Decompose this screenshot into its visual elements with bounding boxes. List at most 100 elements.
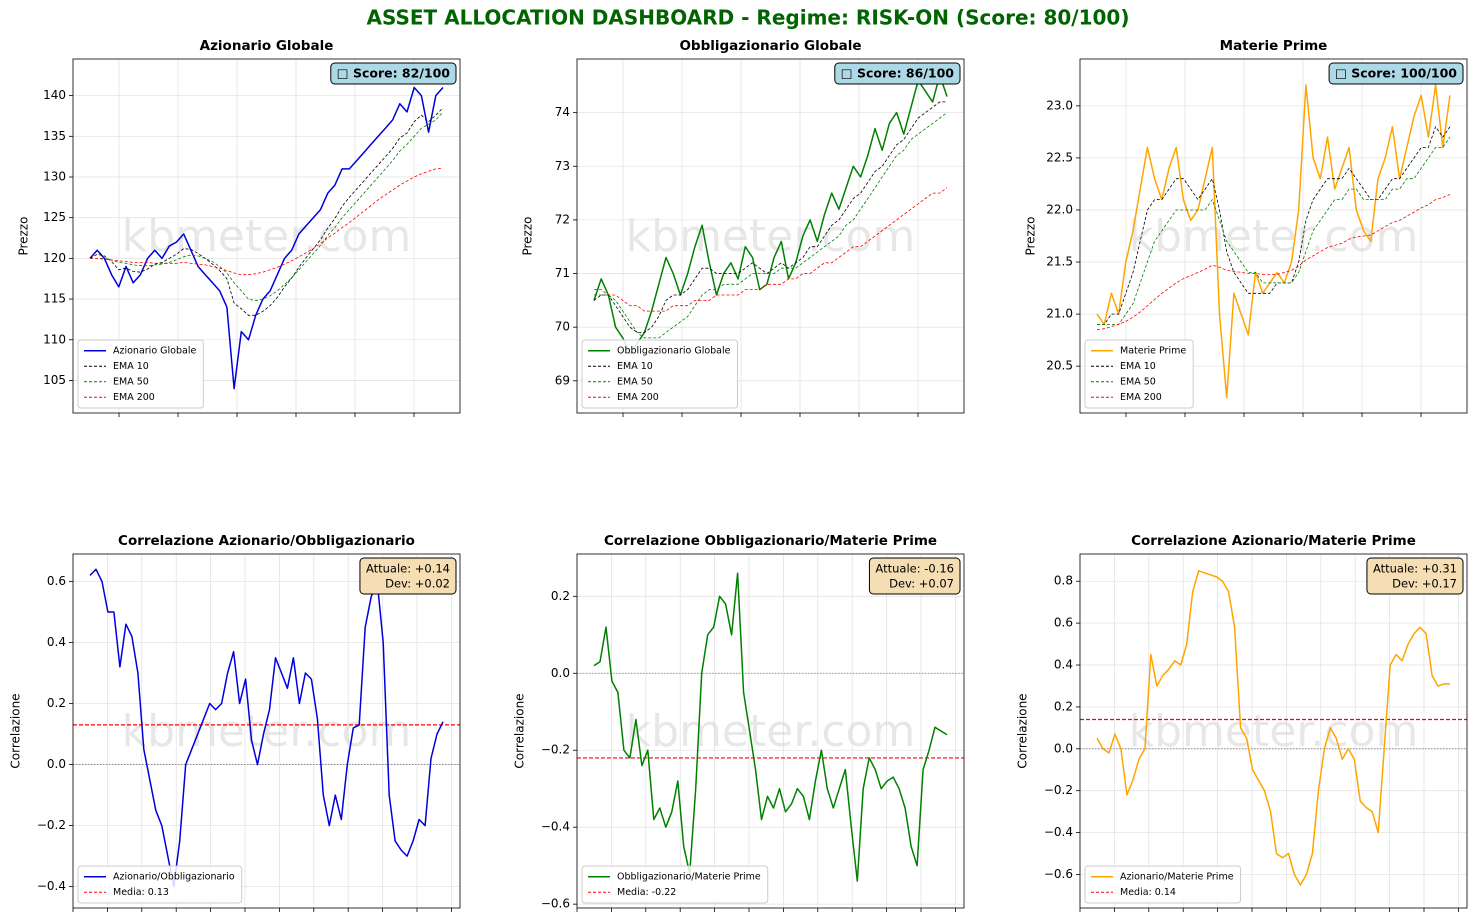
series-line [1096,194,1451,331]
y-tick-label: 115 [43,292,66,306]
chart-title: Azionario Globale [200,38,334,54]
chart-title: Correlazione Azionario/Materie Prime [1131,533,1416,549]
annotation-line: Dev: +0.02 [385,577,450,591]
annotation-box [359,557,457,595]
y-tick-label: 0.8 [1054,574,1073,588]
legend [77,865,243,904]
y-tick-label: 140 [43,88,66,102]
legend [77,339,204,409]
legend-label: EMA 10 [1120,361,1156,372]
score-label: □ Score: 86/100 [841,66,955,81]
annotation-line: Attuale: +0.31 [1373,562,1457,576]
legend-label: EMA 200 [1120,392,1162,403]
series-line [1096,84,1451,399]
series-line [593,74,948,355]
y-tick-label: −0.2 [37,818,66,832]
series-line [90,111,444,302]
y-tick-label: 21.5 [1046,255,1073,269]
plot-border [72,58,461,414]
score-badge: □ Score: 82/100 [330,62,457,85]
legend [1084,339,1194,409]
plot-border [72,553,461,909]
score-box [1328,62,1464,85]
series-line [593,572,948,882]
y-tick-label: 71 [555,266,570,280]
watermark: kbmeter.com [626,211,916,262]
y-tick-label: 0.2 [47,696,66,710]
score-label: □ Score: 82/100 [337,66,451,81]
y-tick-label: 0.4 [1054,658,1073,672]
y-tick-label: 0.2 [551,589,570,603]
annotation-box [868,557,961,595]
y-tick-label: 0.2 [1054,699,1073,713]
plot-area [1080,554,1467,908]
dashboard-title: ASSET ALLOCATION DASHBOARD - Regime: RIS… [366,6,1129,30]
series-line [1096,570,1450,886]
legend-label: Obbligazionario/Materie Prime [617,871,761,882]
y-axis-label: Correlazione [513,693,527,768]
series-line [89,86,444,390]
y-tick-label: 135 [43,129,66,143]
legend-label: Azionario Globale [113,345,196,356]
y-tick-label: 110 [43,332,66,346]
score-box [834,62,961,85]
plot-area [577,554,964,908]
series-line [1097,136,1451,325]
legend-label: Media: 0.14 [1120,887,1176,898]
annotation-line: Dev: +0.17 [1392,577,1457,591]
y-tick-label: −0.6 [541,897,570,911]
legend-label: EMA 200 [113,392,155,403]
y-tick-label: 22.0 [1046,202,1073,216]
legend-label: EMA 10 [113,361,149,372]
chart-title: Correlazione Obbligazionario/Materie Pri… [604,533,937,549]
series-line [89,568,444,888]
legend-label: Media: -0.22 [617,887,676,898]
y-tick-label: 105 [43,373,66,387]
y-tick-label: 21.0 [1046,307,1073,321]
y-tick-label: −0.4 [541,820,570,834]
legend [581,865,769,904]
legend-label: Obbligazionario Globale [617,345,731,356]
y-tick-label: 0.0 [47,757,66,771]
series-line [594,187,948,312]
series-line [1097,126,1451,325]
y-tick-label: −0.6 [1044,867,1073,881]
y-tick-label: −0.4 [37,879,66,893]
y-tick-label: 72 [555,212,570,226]
y-tick-label: 0.6 [1054,616,1073,630]
plot-area [73,554,460,908]
score-box [330,62,457,85]
watermark: kbmeter.com [1129,706,1419,757]
score-badge: □ Score: 100/100 [1328,62,1464,85]
score-label: □ Score: 100/100 [1335,66,1457,81]
y-axis-label: Prezzo [521,216,535,255]
y-tick-label: −0.2 [541,743,570,757]
y-tick-label: 70 [555,320,570,334]
y-tick-label: −0.4 [1044,825,1073,839]
annotation-line: Dev: +0.07 [889,577,954,591]
plot-border [1079,553,1468,909]
y-tick-label: 74 [555,105,570,119]
y-axis-label: Prezzo [17,216,31,255]
y-tick-label: 69 [555,373,570,387]
chart-title: Obbligazionario Globale [679,38,861,54]
chart-title: Materie Prime [1220,38,1328,54]
legend-label: Azionario/Obbligazionario [113,871,235,882]
y-axis-label: Correlazione [1016,693,1030,768]
watermark: kbmeter.com [1129,211,1419,262]
y-tick-label: 23.0 [1046,98,1073,112]
legend-label: EMA 50 [1120,376,1156,387]
score-badge: □ Score: 86/100 [834,62,961,85]
y-tick-label: 125 [43,210,66,224]
legend [581,339,738,409]
y-tick-label: 0.4 [47,635,66,649]
watermark: kbmeter.com [122,211,412,262]
legend-label: Materie Prime [1120,345,1186,356]
legend-label: EMA 50 [113,376,149,387]
y-tick-label: 130 [43,170,66,184]
legend [1084,865,1242,904]
